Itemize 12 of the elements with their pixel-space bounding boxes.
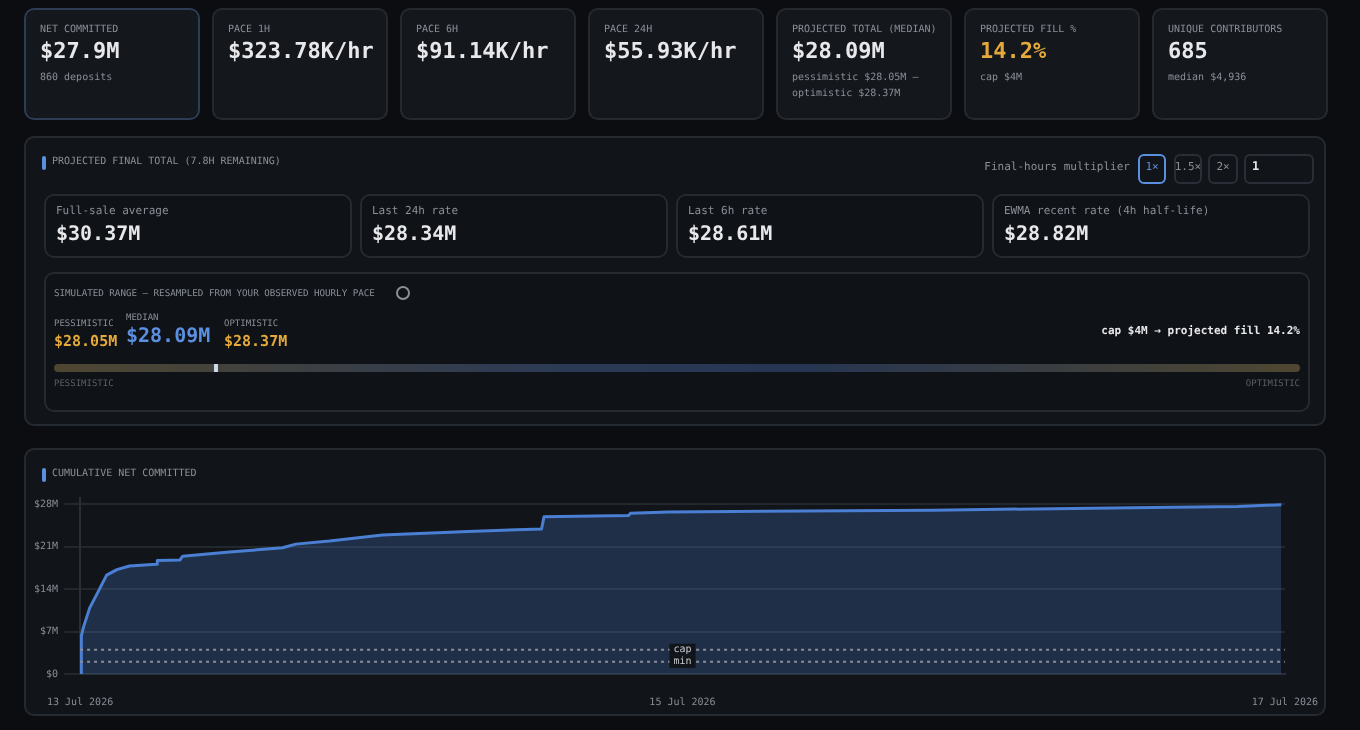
text: $27.9M: [40, 38, 120, 64]
text: $91.14K/hr: [416, 38, 549, 64]
text: $30.37M: [56, 224, 141, 246]
text: 685: [1168, 38, 1208, 64]
text: 14.2%: [980, 38, 1047, 64]
text: $28.09M: [792, 38, 885, 64]
text: $28.09M: [126, 326, 211, 348]
text: $323.78K/hr: [228, 38, 374, 64]
text: $28.34M: [372, 224, 457, 246]
text: $28.61M: [688, 224, 773, 246]
text: $28.82M: [1004, 224, 1089, 246]
text: $55.93K/hr: [604, 38, 737, 64]
